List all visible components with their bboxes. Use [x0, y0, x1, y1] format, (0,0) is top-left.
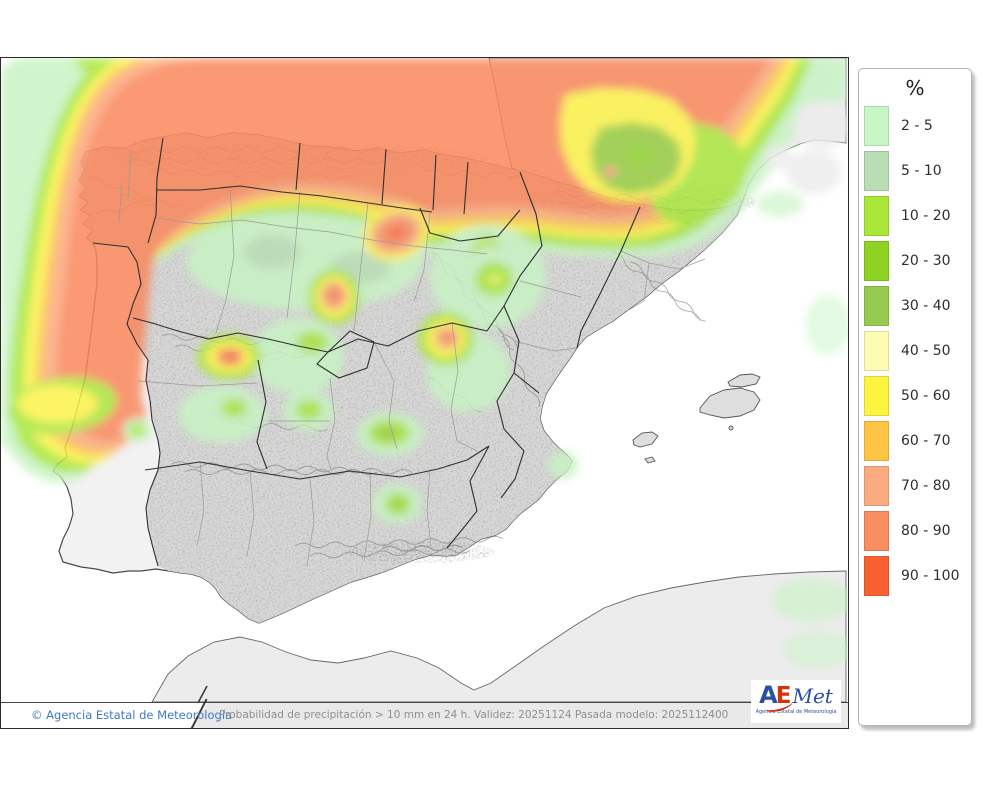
legend-title: %: [905, 76, 925, 100]
legend-entries: 2 - 5 5 - 10 10 - 20 20 - 30 30 - 40 40 …: [859, 106, 971, 596]
logo-letter-a: A: [759, 681, 778, 709]
legend-row: 40 - 50: [864, 331, 971, 371]
logo-letter-e: E: [775, 683, 792, 709]
legend-row: 10 - 20: [864, 196, 971, 236]
region-borders: [92, 137, 641, 567]
legend-swatch: [864, 556, 889, 596]
legend-label: 2 - 5: [901, 118, 933, 134]
balearic-islands: [632, 373, 761, 464]
legend-row: 20 - 30: [864, 241, 971, 281]
probability-overlay: [1, 58, 848, 668]
legend-label: 30 - 40: [901, 298, 951, 314]
logo-caption: Agencia Estatal de Meteorología: [755, 709, 837, 715]
legend-row: 2 - 5: [864, 106, 971, 146]
legend-row: 30 - 40: [864, 286, 971, 326]
legend-label: 60 - 70: [901, 433, 951, 449]
footer-slash-upper: [197, 685, 208, 703]
footer-white-area: [1, 703, 208, 728]
legend-label: 70 - 80: [901, 478, 951, 494]
legend-row: 60 - 70: [864, 421, 971, 461]
legend-label: 40 - 50: [901, 343, 951, 359]
map-canvas: [1, 58, 848, 703]
legend-swatch: [864, 331, 889, 371]
aemet-logo: AEMet Agencia Estatal de Meteorología: [751, 680, 841, 723]
legend-label: 50 - 60: [901, 388, 951, 404]
footer-description: Probabilidad de precipitación > 10 mm en…: [219, 709, 729, 721]
copyright-text: © Agencia Estatal de Meteorología: [31, 708, 233, 722]
legend-swatch: [864, 286, 889, 326]
legend-label: 90 - 100: [901, 568, 960, 584]
legend-label: 80 - 90: [901, 523, 951, 539]
legend-row: 80 - 90: [864, 511, 971, 551]
legend-row: 50 - 60: [864, 376, 971, 416]
legend-swatch: [864, 241, 889, 281]
logo-letters-met: Met: [792, 684, 833, 708]
africa-land: [151, 570, 847, 703]
legend-row: 70 - 80: [864, 466, 971, 506]
map-frame: © Agencia Estatal de Meteorología Probab…: [0, 57, 849, 729]
province-borders: [118, 151, 706, 567]
legend-swatch: [864, 421, 889, 461]
aemet-logo-text: AEMet: [751, 680, 841, 714]
legend-label: 10 - 20: [901, 208, 951, 224]
legend-label: 5 - 10: [901, 163, 942, 179]
legend-row: 90 - 100: [864, 556, 971, 596]
legend-swatch: [864, 151, 889, 191]
legend-panel: % 2 - 5 5 - 10 10 - 20 20 - 30 30 - 40 4…: [858, 68, 972, 726]
legend-swatch: [864, 466, 889, 506]
footer-bar: © Agencia Estatal de Meteorología Probab…: [1, 698, 848, 728]
legend-swatch: [864, 376, 889, 416]
legend-swatch: [864, 106, 889, 146]
legend-swatch: [864, 511, 889, 551]
legend-row: 5 - 10: [864, 151, 971, 191]
legend-swatch: [864, 196, 889, 236]
legend-label: 20 - 30: [901, 253, 951, 269]
